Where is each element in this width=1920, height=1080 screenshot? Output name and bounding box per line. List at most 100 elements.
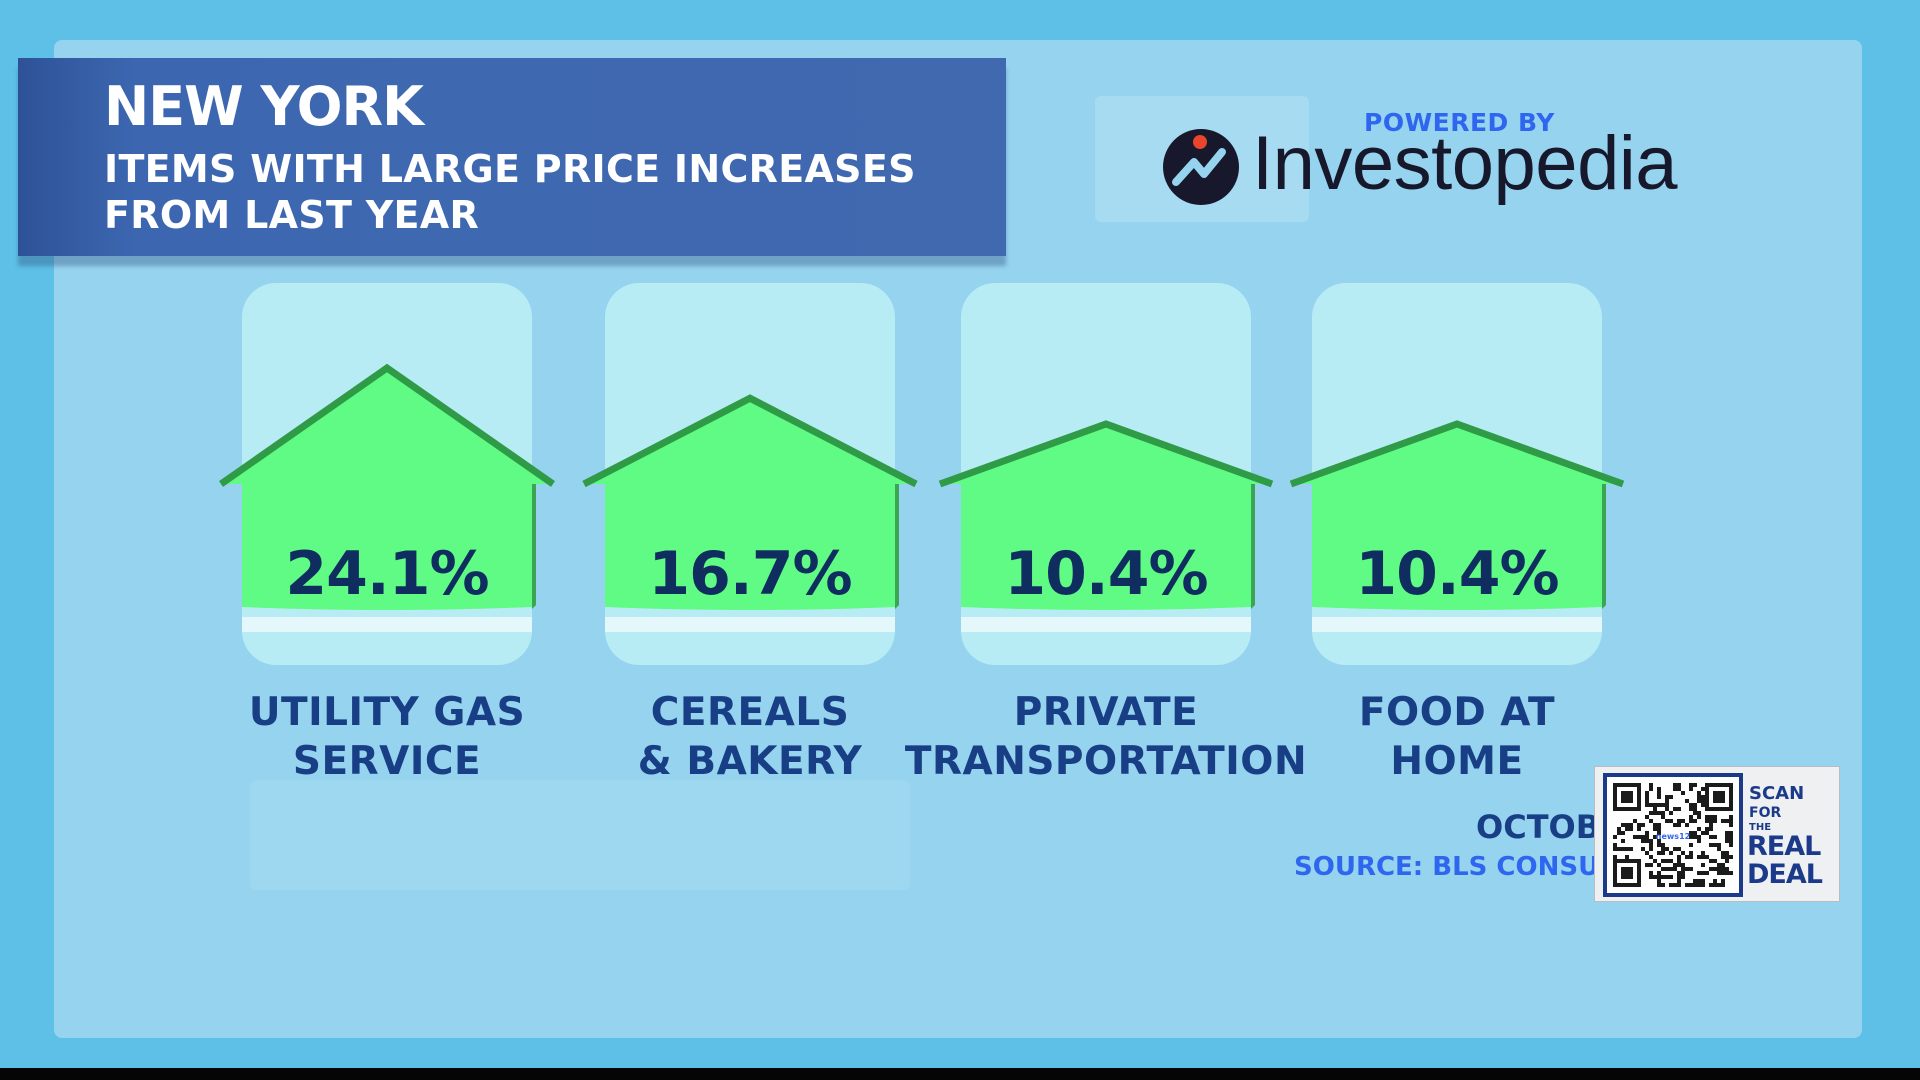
qr-module	[1729, 843, 1733, 847]
qr-module	[1725, 819, 1729, 823]
qr-module	[1701, 831, 1705, 835]
qr-module	[1717, 883, 1721, 887]
qr-module	[1697, 871, 1701, 875]
investopedia-logo-icon	[1163, 129, 1239, 205]
qr-module	[1693, 807, 1697, 811]
qr-module	[1729, 871, 1733, 875]
qr-module	[1713, 879, 1717, 883]
qr-module	[1673, 847, 1677, 851]
qr-module	[1677, 875, 1681, 879]
qr-module	[1617, 827, 1621, 831]
qr-code-icon: news12	[1613, 783, 1733, 887]
category-label: PRIVATE TRANSPORTATION	[896, 688, 1316, 786]
qr-module	[1661, 875, 1665, 879]
qr-module	[1669, 795, 1673, 799]
qr-module	[1661, 883, 1665, 887]
house-side-shadow	[532, 480, 536, 609]
qr-module	[1705, 871, 1709, 875]
qr-module	[1689, 851, 1693, 855]
house-body	[942, 424, 1270, 610]
house-body	[1293, 424, 1621, 610]
qr-module	[1629, 847, 1633, 851]
qr-module	[1729, 823, 1733, 827]
qr-module	[1653, 875, 1657, 879]
qr-module	[1661, 867, 1665, 871]
qr-module	[1661, 815, 1665, 819]
qr-module	[1709, 859, 1713, 863]
value-label: 16.7%	[648, 539, 852, 609]
qr-module	[1653, 835, 1657, 839]
qr-module	[1689, 867, 1693, 871]
qr-module	[1657, 791, 1661, 795]
qr-module	[1697, 827, 1701, 831]
card-stripe	[1312, 617, 1602, 632]
qr-module	[1625, 823, 1629, 827]
qr-module	[1617, 831, 1621, 835]
qr-module	[1725, 855, 1729, 859]
qr-module	[1669, 875, 1673, 879]
qr-module	[1637, 823, 1641, 827]
qr-module	[1689, 855, 1693, 859]
qr-module	[1653, 803, 1657, 807]
qr-module	[1685, 823, 1689, 827]
qr-module	[1713, 815, 1717, 819]
qr-module	[1641, 847, 1645, 851]
qr-finder-square	[1621, 791, 1633, 803]
qr-module	[1645, 839, 1649, 843]
qr-module	[1693, 831, 1697, 835]
qr-module	[1649, 875, 1653, 879]
qr-module	[1661, 843, 1665, 847]
qr-module	[1625, 855, 1629, 859]
qr-module	[1669, 883, 1673, 887]
qr-module	[1677, 871, 1681, 875]
qr-module	[1717, 847, 1721, 851]
house-bar-3	[938, 420, 1274, 610]
qr-module	[1693, 883, 1697, 887]
qr-module	[1693, 783, 1697, 787]
qr-module	[1657, 839, 1661, 843]
qr-module	[1657, 863, 1661, 867]
qr-module	[1717, 843, 1721, 847]
category-label-line: SERVICE	[292, 739, 482, 784]
qr-module	[1649, 847, 1653, 851]
qr-module	[1645, 795, 1649, 799]
qr-module	[1697, 839, 1701, 843]
qr-module	[1669, 867, 1673, 871]
qr-module	[1685, 883, 1689, 887]
category-label: CEREALS & BAKERY	[540, 688, 960, 786]
qr-module	[1693, 819, 1697, 823]
qr-module	[1665, 847, 1669, 851]
qr-module	[1673, 787, 1677, 791]
qr-module	[1665, 867, 1669, 871]
qr-module	[1717, 871, 1721, 875]
category-label-line: CEREALS	[650, 690, 850, 735]
qr-module	[1645, 815, 1649, 819]
qr-badge[interactable]: news12 SCAN FOR THE REAL DEAL	[1594, 766, 1840, 902]
qr-module	[1641, 823, 1645, 827]
qr-module	[1661, 851, 1665, 855]
qr-module	[1725, 851, 1729, 855]
qr-module	[1649, 863, 1653, 867]
qr-module	[1725, 871, 1729, 875]
qr-module	[1725, 867, 1729, 871]
qr-module	[1681, 867, 1685, 871]
source-label: SOURCE: BLS CONSU	[1294, 852, 1600, 882]
house-body	[586, 398, 914, 610]
qr-module	[1697, 835, 1701, 839]
qr-module	[1625, 827, 1629, 831]
qr-module	[1681, 863, 1685, 867]
qr-module	[1701, 883, 1705, 887]
qr-module	[1677, 823, 1681, 827]
house-bar-2	[582, 394, 918, 610]
qr-module	[1689, 787, 1693, 791]
qr-module	[1677, 783, 1681, 787]
qr-module	[1697, 791, 1701, 795]
qr-module	[1657, 803, 1661, 807]
subtitle-line-2: FROM LAST YEAR	[104, 193, 480, 237]
qr-module	[1709, 815, 1713, 819]
qr-module	[1697, 811, 1701, 815]
card-stripe	[961, 617, 1251, 632]
qr-module	[1729, 855, 1733, 859]
qr-module	[1685, 799, 1689, 803]
qr-module	[1657, 795, 1661, 799]
